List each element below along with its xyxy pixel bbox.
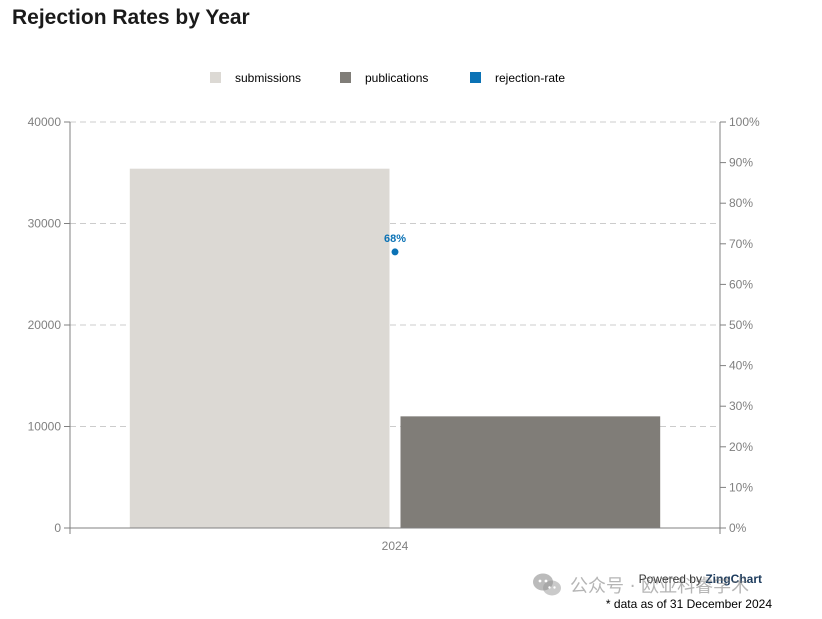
powered-by[interactable]: Powered by ZingChart bbox=[639, 572, 762, 586]
legend-label-submissions: submissions bbox=[235, 71, 301, 85]
point-rejection-rate bbox=[391, 248, 399, 256]
watermark: 公众号 · 欧亚科睿学术 bbox=[532, 572, 749, 598]
bar-publications bbox=[400, 416, 661, 528]
left-tick-label: 40000 bbox=[28, 115, 62, 129]
legend: submissions publications rejection-rate bbox=[210, 71, 565, 85]
right-tick-label: 40% bbox=[729, 359, 753, 373]
bars bbox=[129, 168, 661, 528]
right-tick-label: 30% bbox=[729, 399, 753, 413]
left-tick-label: 10000 bbox=[28, 420, 62, 434]
legend-marker-publications bbox=[340, 72, 351, 83]
data-label-rejection-rate: 68% bbox=[384, 233, 406, 245]
right-tick-label: 90% bbox=[729, 156, 753, 170]
axes: 0 10000 20000 30000 40000 0% 10% 20% 30% 40% 50% 60… bbox=[28, 115, 760, 553]
legend-marker-submissions bbox=[210, 72, 221, 83]
watermark-text: 公众号 · 欧亚科睿学术 bbox=[570, 576, 750, 597]
right-tick-label: 70% bbox=[729, 237, 753, 251]
wechat-icon bbox=[533, 573, 561, 596]
legend-marker-rejection-rate bbox=[470, 72, 481, 83]
legend-label-rejection-rate: rejection-rate bbox=[495, 71, 565, 85]
legend-label-publications: publications bbox=[365, 71, 428, 85]
zingchart-link[interactable]: ZingChart bbox=[705, 572, 762, 586]
chart-title: Rejection Rates by Year bbox=[12, 6, 250, 29]
left-tick-label: 0 bbox=[54, 521, 61, 535]
left-tick-label: 20000 bbox=[28, 318, 62, 332]
right-tick-label: 20% bbox=[729, 440, 753, 454]
powered-prefix: Powered by bbox=[638, 572, 702, 586]
data-footnote: * data as of 31 December 2024 bbox=[605, 597, 772, 611]
right-tick-label: 10% bbox=[729, 480, 753, 494]
left-tick-label: 30000 bbox=[28, 217, 62, 231]
points: 68% bbox=[384, 233, 406, 256]
right-tick-label: 0% bbox=[729, 521, 747, 535]
right-tick-label: 50% bbox=[729, 318, 753, 332]
bar-submissions bbox=[129, 168, 390, 528]
right-tick-label: 100% bbox=[729, 115, 760, 129]
x-tick-label: 2024 bbox=[382, 539, 409, 553]
right-tick-label: 80% bbox=[729, 196, 753, 210]
right-tick-label: 60% bbox=[729, 277, 753, 291]
